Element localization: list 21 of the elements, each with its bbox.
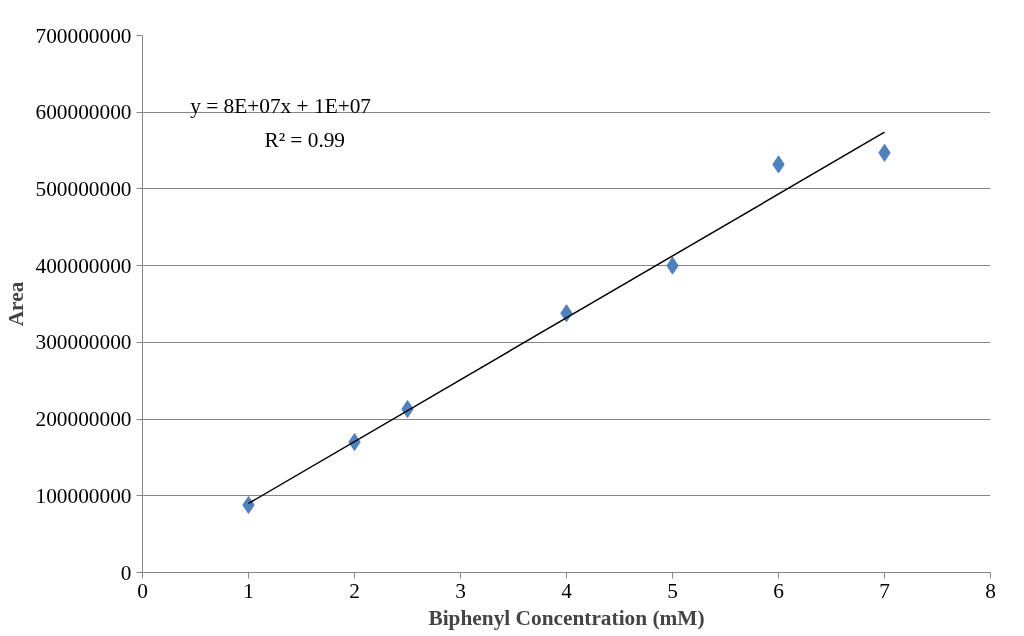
y-tick-label: 0 <box>120 560 132 585</box>
x-tick-label: 5 <box>667 578 678 603</box>
x-tick-label: 1 <box>243 578 254 603</box>
y-tick-label: 400000000 <box>35 253 132 278</box>
y-tick-label: 600000000 <box>35 100 132 125</box>
x-tick-label: 0 <box>137 578 148 603</box>
x-tick-label: 4 <box>561 578 573 603</box>
y-tick-label: 500000000 <box>35 176 132 201</box>
y-tick-label: 300000000 <box>35 330 132 355</box>
y-axis-title: Area <box>3 281 28 327</box>
annotation: R² = 0.99 <box>264 128 346 153</box>
x-axis-title: Biphenyl Concentration (mM) <box>428 605 705 630</box>
x-tick-label: 7 <box>879 578 891 603</box>
y-tick-label: 700000000 <box>35 23 132 48</box>
y-tick-label: 200000000 <box>35 407 132 432</box>
x-tick-label: 6 <box>773 578 785 603</box>
y-tick-label: 100000000 <box>35 483 132 508</box>
x-tick-label: 2 <box>349 578 360 603</box>
annotation: y = 8E+07x + 1E+07 <box>190 94 372 119</box>
x-tick-label: 8 <box>985 578 996 603</box>
x-tick-label: 3 <box>455 578 466 603</box>
